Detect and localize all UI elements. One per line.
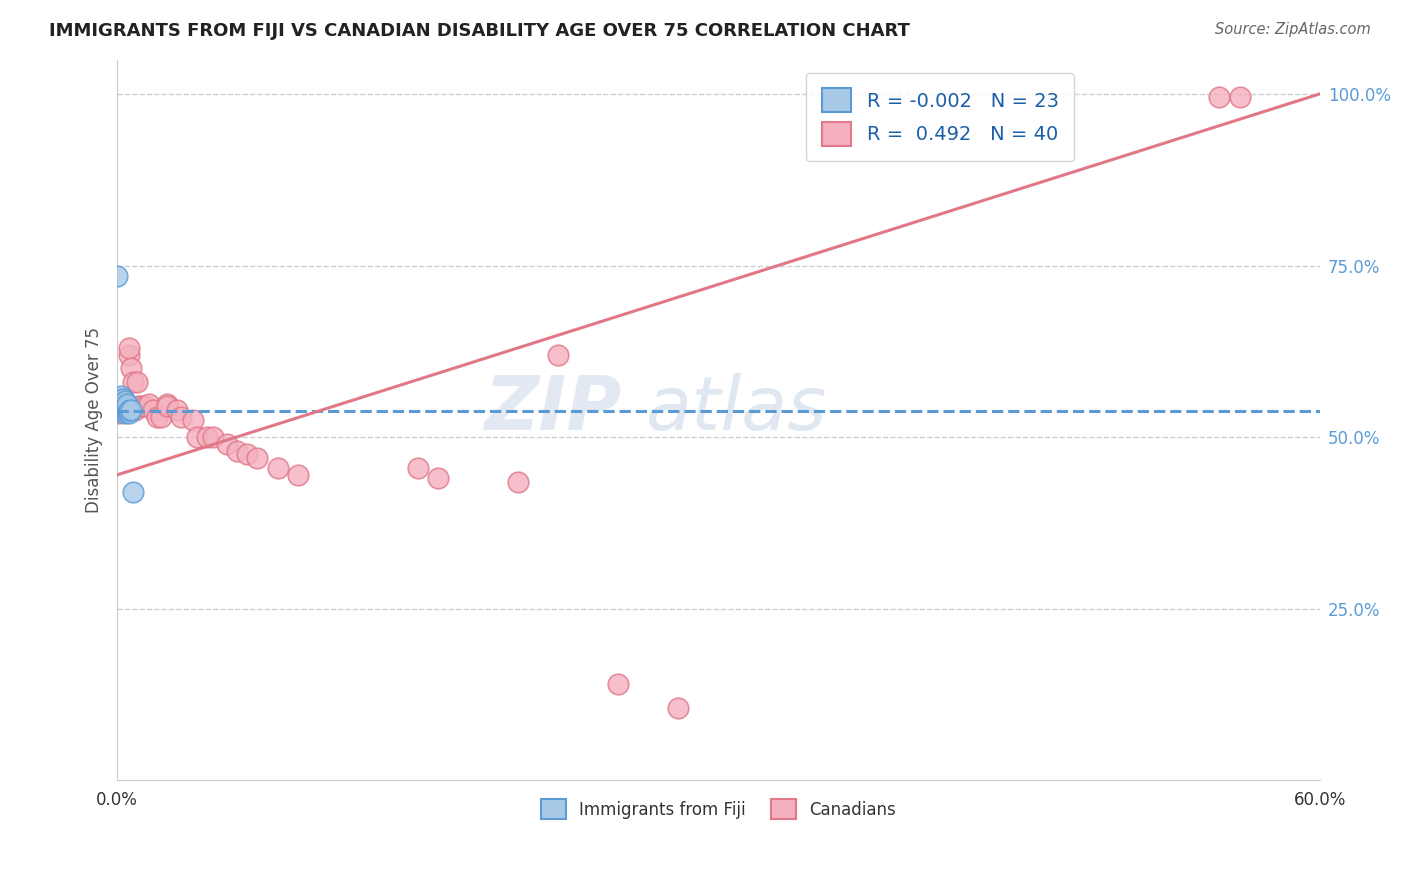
Point — [150, 409, 173, 424]
Point — [1208, 90, 1230, 104]
Point — [156, 397, 179, 411]
Point — [236, 447, 259, 461]
Point — [112, 392, 135, 407]
Point — [115, 399, 138, 413]
Text: IMMIGRANTS FROM FIJI VS CANADIAN DISABILITY AGE OVER 75 CORRELATION CHART: IMMIGRANTS FROM FIJI VS CANADIAN DISABIL… — [49, 22, 910, 40]
Point — [266, 461, 288, 475]
Point — [112, 404, 135, 418]
Point — [120, 361, 142, 376]
Point — [110, 389, 132, 403]
Y-axis label: Disability Age Over 75: Disability Age Over 75 — [86, 327, 103, 513]
Point — [112, 402, 135, 417]
Point — [110, 396, 132, 410]
Legend: Immigrants from Fiji, Canadians: Immigrants from Fiji, Canadians — [534, 792, 903, 826]
Point — [202, 430, 225, 444]
Point — [114, 402, 136, 417]
Point — [666, 701, 689, 715]
Point — [115, 399, 138, 413]
Point — [105, 268, 128, 283]
Point — [287, 467, 309, 482]
Point — [138, 397, 160, 411]
Point — [426, 471, 449, 485]
Point — [108, 406, 131, 420]
Point — [122, 485, 145, 500]
Point — [607, 677, 630, 691]
Point — [114, 399, 136, 413]
Point — [129, 399, 152, 413]
Point — [110, 404, 132, 418]
Point — [156, 399, 179, 413]
Point — [115, 404, 138, 418]
Point — [118, 341, 141, 355]
Text: atlas: atlas — [647, 373, 828, 445]
Text: ZIP: ZIP — [485, 373, 623, 446]
Point — [118, 406, 141, 420]
Point — [134, 399, 156, 413]
Point — [127, 375, 149, 389]
Point — [114, 394, 136, 409]
Point — [170, 409, 193, 424]
Point — [506, 475, 529, 489]
Point — [183, 413, 205, 427]
Point — [124, 402, 146, 417]
Point — [115, 397, 138, 411]
Point — [166, 402, 188, 417]
Point — [120, 402, 142, 417]
Point — [108, 392, 131, 407]
Point — [112, 397, 135, 411]
Point — [128, 399, 150, 413]
Point — [112, 402, 135, 417]
Text: Source: ZipAtlas.com: Source: ZipAtlas.com — [1215, 22, 1371, 37]
Point — [1229, 90, 1251, 104]
Point — [142, 402, 165, 417]
Point — [118, 402, 141, 417]
Point — [122, 375, 145, 389]
Point — [114, 399, 136, 413]
Point — [547, 348, 569, 362]
Point — [110, 402, 132, 417]
Point — [406, 461, 429, 475]
Point — [118, 348, 141, 362]
Point — [226, 443, 249, 458]
Point — [108, 404, 131, 418]
Point — [246, 450, 269, 465]
Point — [114, 406, 136, 420]
Point — [115, 401, 138, 416]
Point — [217, 437, 239, 451]
Point — [146, 409, 169, 424]
Point — [186, 430, 208, 444]
Point — [195, 430, 218, 444]
Point — [114, 397, 136, 411]
